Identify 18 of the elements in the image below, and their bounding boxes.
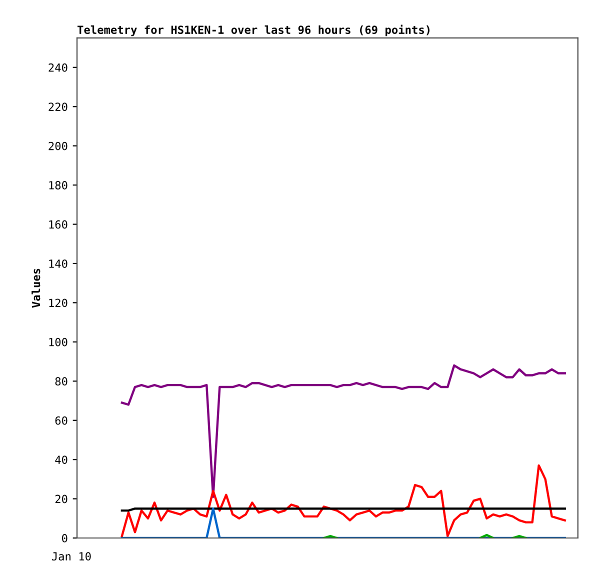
y-tick-label: 100 bbox=[49, 338, 68, 346]
y-tick-label: 120 bbox=[49, 298, 68, 308]
y-tick-label: 40 bbox=[55, 456, 68, 464]
y-tick-label: 60 bbox=[55, 416, 68, 425]
y-tick-label: 0 bbox=[62, 534, 68, 542]
chart-title: Telemetry for HS1KEN-1 over last 96 hours (69 points) bbox=[78, 24, 430, 36]
y-tick-label: 20 bbox=[55, 494, 68, 504]
y-tick-label: 220 bbox=[48, 102, 68, 112]
line-series bbox=[120, 464, 566, 538]
y-axis-title: Values bbox=[32, 268, 40, 308]
y-tick-label: 240 bbox=[48, 63, 68, 72]
y-tick-label: 180 bbox=[49, 181, 68, 190]
y-tick-label: 160 bbox=[49, 220, 68, 229]
y-tick-label: 140 bbox=[49, 259, 68, 268]
line-series bbox=[120, 364, 566, 498]
text: Jan 10 bbox=[52, 552, 91, 561]
y-tick-label: 200 bbox=[48, 142, 68, 150]
y-tick-label: 80 bbox=[55, 377, 68, 386]
